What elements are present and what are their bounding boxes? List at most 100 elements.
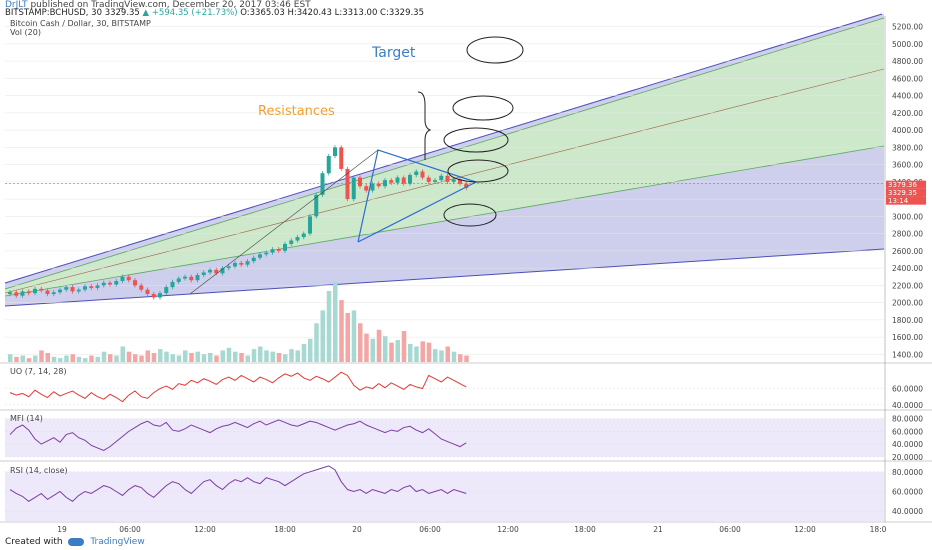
volume-bar (295, 350, 300, 362)
volume-bar (364, 333, 369, 362)
candle-body (345, 168, 350, 200)
volume-bar (58, 358, 63, 362)
y-tick-label: 2400.00 (892, 264, 923, 273)
volume-bar (270, 351, 275, 362)
y-tick-label: 4800.00 (892, 57, 923, 66)
candle-body (239, 262, 244, 265)
volume-bar (439, 350, 444, 362)
uo-line (9, 371, 467, 403)
candle-body (101, 282, 106, 286)
candle-body (158, 293, 162, 298)
candle-body (58, 289, 62, 293)
x-tick-label: 18:00 (574, 525, 596, 534)
candle-body (276, 249, 281, 251)
rsi-tick-label: 40.0000 (892, 507, 923, 516)
volume-bar (189, 352, 194, 362)
volume-bar (95, 356, 100, 362)
candle-body (39, 288, 44, 291)
volume-bar (276, 352, 282, 362)
x-tick-label: 12:00 (194, 525, 216, 534)
brand-text[interactable]: TradingView (90, 537, 145, 547)
candle-body (183, 276, 187, 279)
volume-bar (339, 300, 344, 362)
candle-body (308, 216, 312, 234)
volume-bar (64, 355, 69, 362)
median-line (4, 68, 885, 294)
volume-bar (414, 346, 419, 362)
volume-bar (89, 355, 94, 362)
volume-bar (314, 323, 319, 362)
y-tick-label: 2200.00 (892, 281, 923, 290)
volume-bar (14, 356, 19, 362)
mfi-tick-label: 20.0000 (892, 453, 923, 462)
candle-body (114, 281, 119, 285)
candle-body (358, 177, 362, 187)
volume-bar (20, 355, 25, 362)
x-tick-label: 18:0 (870, 525, 887, 534)
trend-line (189, 149, 379, 295)
candle-body (264, 252, 269, 255)
candle-body (164, 287, 169, 294)
volume-bar (251, 349, 257, 362)
volume-bar (176, 355, 182, 362)
y-tick-label: 3800.00 (892, 143, 923, 152)
volume-bar (139, 355, 144, 362)
candle-body (201, 272, 206, 276)
candle-body (26, 291, 31, 294)
x-tick-label: 06:00 (719, 525, 741, 534)
inner-line-top (4, 17, 885, 290)
x-tick-label: 20 (352, 525, 362, 534)
volume-bar (126, 351, 132, 362)
candle-body (445, 175, 450, 182)
author-link[interactable]: DrJLT (5, 0, 28, 10)
footer: Created with TradingView (5, 537, 145, 547)
y-tick-label: 2800.00 (892, 230, 923, 239)
candle-body (95, 285, 100, 288)
y-tick-label: 1400.00 (892, 350, 923, 359)
volume-bar (8, 354, 13, 362)
candle-body (64, 287, 69, 290)
volume-bar (70, 354, 75, 362)
candle-body (189, 276, 194, 281)
volume-bar (114, 355, 119, 362)
candle-body (151, 294, 156, 298)
mfi-line (9, 419, 467, 452)
volume-bar (351, 310, 357, 362)
candle-body (270, 249, 275, 253)
volume-bar (370, 338, 375, 362)
hand-ellipse (443, 127, 509, 153)
y-tick-label: 4400.00 (892, 92, 923, 101)
symbol-header: BITSTAMP:BCHUSD, 30 3329.35 ▲ +594.35 (+… (5, 8, 424, 18)
candle-body (245, 261, 250, 265)
volume-bar (120, 346, 125, 362)
volume-bar (133, 354, 138, 362)
hand-ellipse (466, 36, 524, 64)
channel-line-top (4, 13, 883, 284)
volume-bar (83, 358, 88, 362)
x-tick-label: 06:00 (419, 525, 441, 534)
volume-bar (326, 291, 332, 362)
volume-bar (401, 331, 407, 362)
candle-body (370, 183, 375, 191)
volume-bar (376, 329, 382, 362)
candle-body (383, 180, 387, 187)
volume-bar (345, 312, 350, 362)
candle-body (464, 183, 469, 188)
uo-tick-label: 60.0000 (892, 385, 923, 394)
candle-body (251, 257, 256, 262)
candle-body (133, 280, 137, 286)
publish-text: published on TradingView.com, December 2… (30, 0, 311, 10)
mfi-tick-label: 40.0000 (892, 440, 923, 449)
volume-bar (45, 352, 50, 362)
candle-body (420, 171, 425, 178)
x-tick-label: 21 (653, 525, 663, 534)
volume-bar (214, 355, 219, 362)
volume-bar (433, 349, 438, 362)
candle-body (283, 243, 287, 251)
volume-bar (451, 351, 457, 362)
volume-bar (420, 341, 425, 362)
volume-bar (201, 354, 207, 362)
candle-body (433, 180, 437, 182)
volume-bar (151, 352, 157, 362)
